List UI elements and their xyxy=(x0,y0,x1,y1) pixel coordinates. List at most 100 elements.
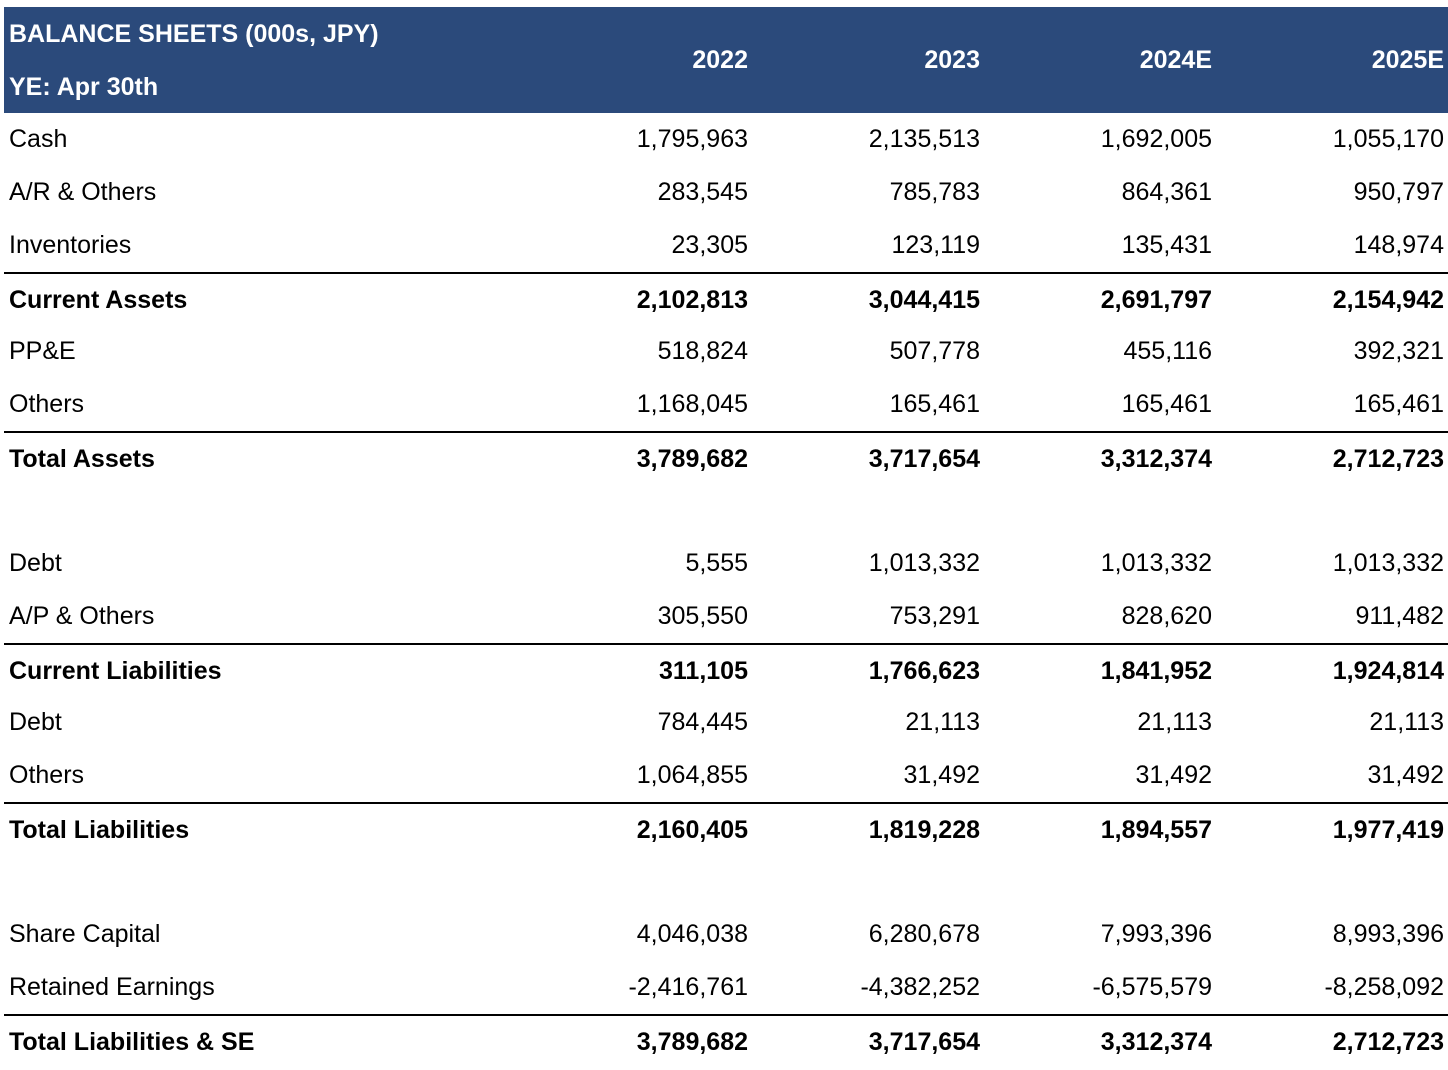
cell-value-2024e: 864,361 xyxy=(1121,178,1212,206)
cell-value-2024e: 165,461 xyxy=(1121,390,1212,418)
cell-value-2025e: 911,482 xyxy=(1355,602,1444,630)
cell-value-2023: 3,717,654 xyxy=(868,1028,980,1056)
cell-value-2024e: 7,993,396 xyxy=(1100,920,1212,948)
cell-value-2024e: -6,575,579 xyxy=(1092,973,1212,1001)
total-row: Current Liabilities 311,105 1,766,623 1,841… xyxy=(4,643,1448,696)
cell-value-2022: 305,550 xyxy=(657,602,748,630)
total-row: Total Assets 3,789,682 3,717,654 3,312,374 2… xyxy=(4,431,1448,484)
cell-value-2022: 784,445 xyxy=(657,708,748,736)
cell-value-2023: 753,291 xyxy=(889,602,980,630)
cell-value-2025e: 2,712,723 xyxy=(1332,445,1444,473)
table-row: Share Capital 4,046,038 6,280,678 7,993,396… xyxy=(4,908,1448,961)
row-label: A/P & Others xyxy=(9,602,155,630)
cell-value-2025e: 2,712,723 xyxy=(1332,1028,1444,1056)
cell-value-2023: 31,492 xyxy=(903,761,980,789)
cell-value-2024e: 3,312,374 xyxy=(1100,445,1212,473)
row-label: Total Liabilities & SE xyxy=(9,1028,255,1056)
year-header-2023: 2023 xyxy=(924,46,980,74)
cell-value-2024e: 1,692,005 xyxy=(1100,125,1212,153)
cell-value-2023: 165,461 xyxy=(889,390,980,418)
spacer-row xyxy=(4,484,1448,537)
cell-value-2022: 4,046,038 xyxy=(636,920,748,948)
cell-value-2025e: 21,113 xyxy=(1369,708,1444,736)
balance-sheet-table: BALANCE SHEETS (000s, JPY) YE: Apr 30th … xyxy=(4,7,1448,1067)
table-title: BALANCE SHEETS (000s, JPY) xyxy=(9,20,379,48)
cell-value-2025e: 2,154,942 xyxy=(1332,286,1444,314)
cell-value-2022: 518,824 xyxy=(657,337,748,365)
row-label: Current Assets xyxy=(9,286,188,314)
cell-value-2022: 3,789,682 xyxy=(636,1028,748,1056)
cell-value-2025e: 1,055,170 xyxy=(1332,125,1444,153)
row-label: PP&E xyxy=(9,337,76,365)
row-label: Others xyxy=(9,390,85,418)
cell-value-2023: 2,135,513 xyxy=(868,125,980,153)
cell-value-2022: 1,064,855 xyxy=(636,761,748,789)
cell-value-2024e: 135,431 xyxy=(1121,231,1212,259)
cell-value-2024e: 1,841,952 xyxy=(1100,657,1212,685)
cell-value-2023: 3,044,415 xyxy=(868,286,980,314)
cell-value-2022: 5,555 xyxy=(685,549,748,577)
cell-value-2025e: 1,924,814 xyxy=(1332,657,1444,685)
table-row: Debt 5,555 1,013,332 1,013,332 1,013,332 xyxy=(4,537,1448,590)
table-row: PP&E 518,824 507,778 455,116 392,321 xyxy=(4,325,1448,378)
cell-value-2022: 311,105 xyxy=(659,657,748,685)
cell-value-2024e: 1,894,557 xyxy=(1100,816,1212,844)
cell-value-2022: 2,102,813 xyxy=(636,286,748,314)
cell-value-2022: 3,789,682 xyxy=(636,445,748,473)
cell-value-2023: 1,819,228 xyxy=(868,816,980,844)
cell-value-2024e: 21,113 xyxy=(1137,708,1212,736)
table-row: A/R & Others 283,545 785,783 864,361 950,797 xyxy=(4,166,1448,219)
cell-value-2023: 785,783 xyxy=(889,178,980,206)
cell-value-2025e: 392,321 xyxy=(1353,337,1444,365)
cell-value-2025e: -8,258,092 xyxy=(1324,973,1444,1001)
year-header-2022: 2022 xyxy=(692,46,748,74)
cell-value-2022: -2,416,761 xyxy=(628,973,748,1001)
cell-value-2025e: 165,461 xyxy=(1353,390,1444,418)
cell-value-2024e: 1,013,332 xyxy=(1100,549,1212,577)
table-row: Inventories 23,305 123,119 135,431 148,974 xyxy=(4,219,1448,272)
year-header-2025e: 2025E xyxy=(1371,46,1444,74)
cell-value-2023: 123,119 xyxy=(891,231,980,259)
cell-value-2023: 21,113 xyxy=(905,708,980,736)
cell-value-2025e: 148,974 xyxy=(1353,231,1444,259)
table-row: Debt 784,445 21,113 21,113 21,113 xyxy=(4,696,1448,749)
cell-value-2023: 3,717,654 xyxy=(868,445,980,473)
cell-value-2024e: 2,691,797 xyxy=(1100,286,1212,314)
row-label: Cash xyxy=(9,125,68,153)
cell-value-2023: 507,778 xyxy=(889,337,980,365)
table-row: Others 1,168,045 165,461 165,461 165,461 xyxy=(4,378,1448,431)
cell-value-2025e: 8,993,396 xyxy=(1332,920,1444,948)
table-header: BALANCE SHEETS (000s, JPY) YE: Apr 30th … xyxy=(4,7,1448,113)
row-label: Debt xyxy=(9,708,62,736)
table-row: Others 1,064,855 31,492 31,492 31,492 xyxy=(4,749,1448,802)
table-row: Retained Earnings -2,416,761 -4,382,252 -6,… xyxy=(4,961,1448,1014)
cell-value-2024e: 455,116 xyxy=(1123,337,1212,365)
cell-value-2023: -4,382,252 xyxy=(860,973,980,1001)
cell-value-2024e: 31,492 xyxy=(1135,761,1212,789)
cell-value-2023: 1,013,332 xyxy=(868,549,980,577)
row-label: Total Liabilities xyxy=(9,816,190,844)
fiscal-year-end-label: YE: Apr 30th xyxy=(9,73,159,101)
cell-value-2025e: 1,977,419 xyxy=(1332,816,1444,844)
row-label: Inventories xyxy=(9,231,132,259)
table-row: A/P & Others 305,550 753,291 828,620 911,482 xyxy=(4,590,1448,643)
cell-value-2024e: 3,312,374 xyxy=(1100,1028,1212,1056)
cell-value-2023: 6,280,678 xyxy=(868,920,980,948)
row-label: Retained Earnings xyxy=(9,973,215,1001)
total-row: Current Assets 2,102,813 3,044,415 2,691,79… xyxy=(4,272,1448,325)
table-body: Cash 1,795,963 2,135,513 1,692,005 1,055,170… xyxy=(4,113,1448,1067)
row-label: Debt xyxy=(9,549,62,577)
year-header-2024e: 2024E xyxy=(1139,46,1212,74)
cell-value-2022: 283,545 xyxy=(657,178,748,206)
cell-value-2025e: 950,797 xyxy=(1353,178,1444,206)
cell-value-2024e: 828,620 xyxy=(1121,602,1212,630)
cell-value-2025e: 31,492 xyxy=(1367,761,1444,789)
cell-value-2022: 2,160,405 xyxy=(636,816,748,844)
cell-value-2022: 1,168,045 xyxy=(636,390,748,418)
cell-value-2023: 1,766,623 xyxy=(868,657,980,685)
cell-value-2022: 1,795,963 xyxy=(636,125,748,153)
cell-value-2025e: 1,013,332 xyxy=(1332,549,1444,577)
row-label: Current Liabilities xyxy=(9,657,222,685)
table-row: Cash 1,795,963 2,135,513 1,692,005 1,055,170 xyxy=(4,113,1448,166)
row-label: Others xyxy=(9,761,85,789)
